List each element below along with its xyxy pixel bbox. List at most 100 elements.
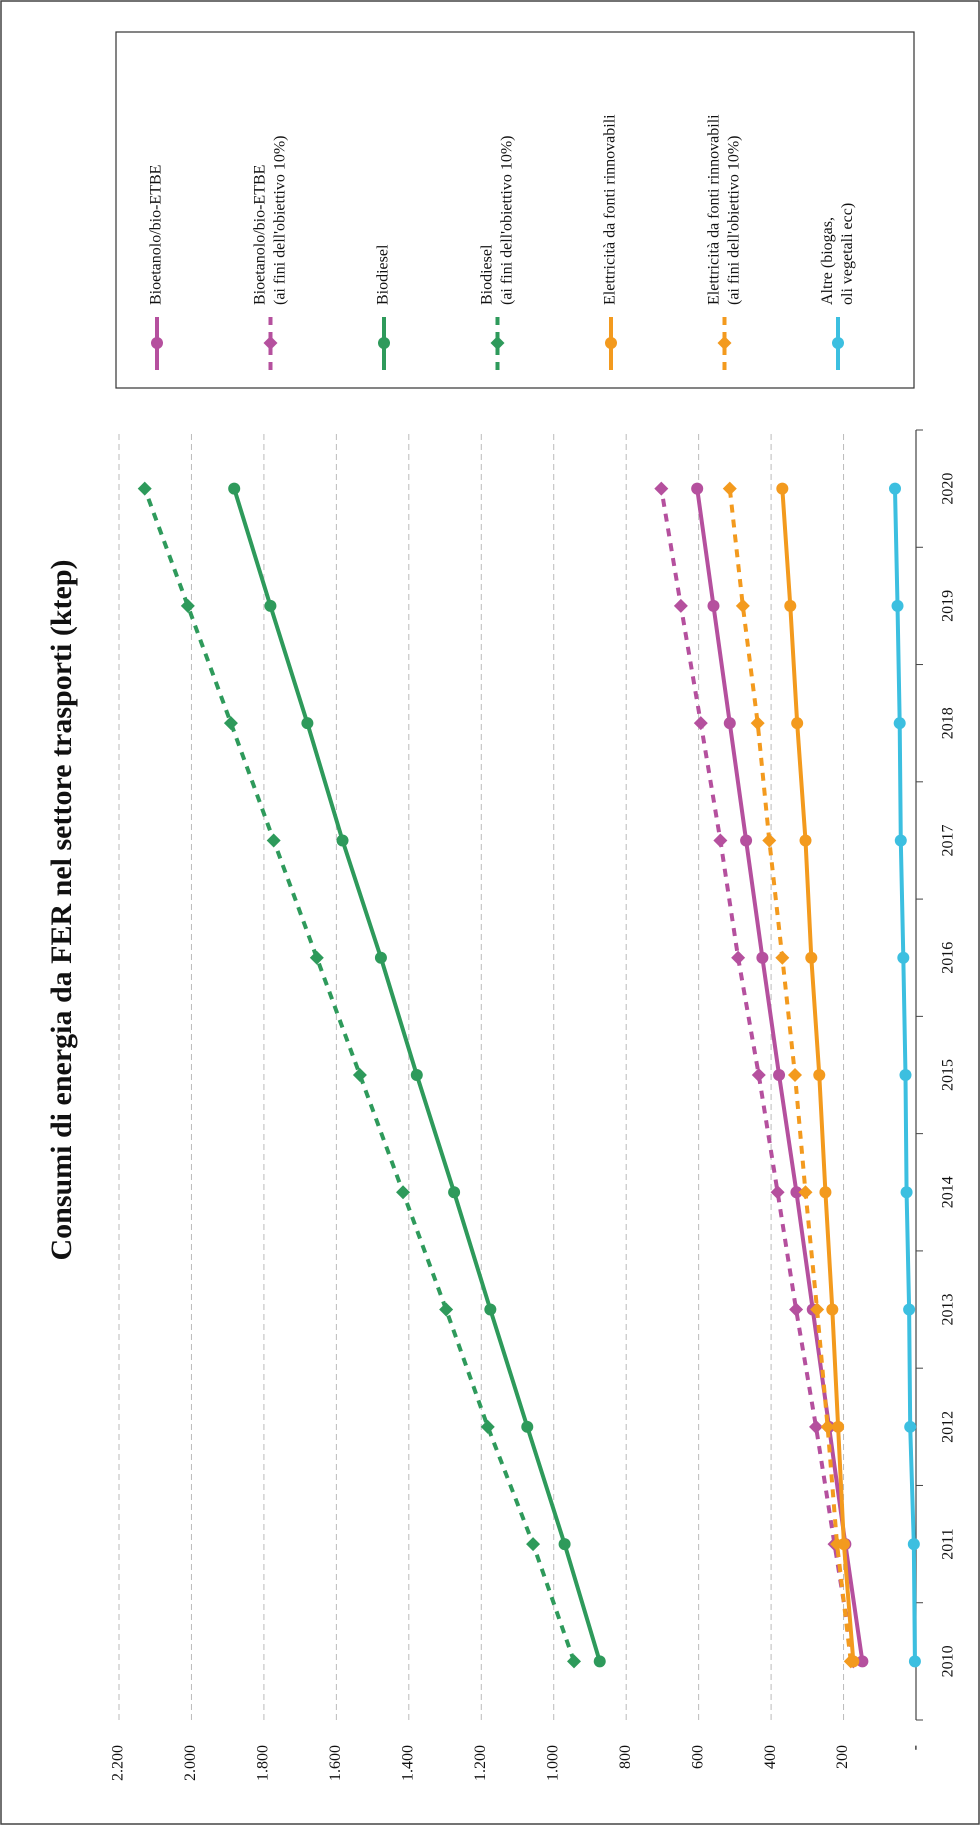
data-point [820,1419,835,1434]
data-point [832,1420,845,1433]
legend-marker [832,337,844,349]
legend-marker [263,336,278,350]
data-point [775,950,790,965]
data-point [903,1303,916,1316]
data-point [762,833,777,848]
data-point [137,481,152,496]
x-tick-label: 2016 [940,942,957,974]
x-tick-label: 2010 [940,1645,957,1677]
data-point [826,1303,839,1316]
y-tick-label: 1.000 [544,1745,561,1781]
data-point [789,1302,804,1317]
y-tick-label: 1.600 [327,1745,344,1781]
x-tick-label: 2018 [940,707,957,739]
data-point [899,1069,912,1081]
data-point [900,1186,913,1199]
x-tick-label: 2014 [940,1176,957,1208]
x-tick-label: 2013 [940,1294,957,1326]
data-point [558,1538,571,1551]
y-tick-label: 1.800 [255,1745,272,1781]
data-point [784,599,797,612]
data-point [770,1185,785,1200]
data-point [567,1654,582,1669]
data-point [776,482,789,495]
x-tick-label: 2017 [940,824,957,856]
legend-label: Bioetanolo/bio-ETBE [148,165,165,305]
data-point [819,1186,832,1199]
data-point [888,482,901,495]
legend-label: Biodiesel [375,244,392,305]
data-point [735,598,750,613]
data-point [396,1185,411,1200]
data-point [830,1537,845,1552]
data-point [891,599,904,612]
x-tick-label: 2015 [940,1059,957,1091]
x-tick-label: 2012 [940,1411,957,1443]
y-tick-label: 200 [834,1745,851,1769]
data-point [809,1419,824,1434]
data-point [773,1069,786,1081]
data-point [805,951,818,964]
series-line [142,487,576,1663]
data-point [798,1185,813,1200]
data-point [897,951,910,964]
data-point [908,1655,921,1668]
data-point [374,951,387,964]
legend-label: Elettricità da fonti rinnovabili (ai fini… [705,114,742,305]
data-point [439,1302,454,1317]
y-tick-label: 2.000 [182,1745,199,1781]
legend-box [115,31,915,389]
data-point [352,1068,367,1082]
data-point [788,1068,803,1082]
legend-marker [490,336,505,350]
data-point [722,481,737,496]
data-point [894,834,907,847]
data-point [691,482,704,495]
data-point [484,1303,497,1316]
y-tick-label: 600 [689,1745,706,1769]
data-point [309,950,324,965]
data-point [301,717,314,730]
legend-label: Bioetanolo/bio-ETBE (ai fini dell'obietti… [251,135,288,305]
y-tick-label: - [907,1745,924,1750]
data-point [410,1069,423,1081]
x-tick-label: 2011 [940,1528,957,1559]
legend-label: Altre (biogas, oli vegetali ecc) [819,203,856,305]
legend-label: Elettricità da fonti rinnovabili [602,114,619,305]
data-point [673,598,688,613]
data-point [228,482,241,495]
data-point [336,834,349,847]
data-point [707,599,720,612]
data-point [593,1655,606,1668]
y-tick-label: 1.200 [472,1745,489,1781]
data-point [893,717,906,730]
data-point [756,951,769,964]
data-point [856,1655,869,1668]
data-point [723,717,736,730]
data-point [266,833,281,848]
data-point [180,598,195,613]
series-line [659,488,856,1662]
data-point [480,1419,495,1434]
data-point [264,599,277,612]
data-point [813,1069,826,1081]
data-point [790,1186,803,1199]
data-point [654,481,669,496]
data-point [521,1420,534,1433]
y-tick-label: 400 [762,1745,779,1769]
data-point [904,1420,917,1433]
y-tick-label: 800 [617,1745,634,1769]
data-point [693,716,708,731]
data-point [713,833,728,848]
data-point [791,717,804,730]
data-point [750,716,765,731]
data-point [740,834,753,847]
legend-marker [378,337,390,349]
chart-title: Consumi di energia da FER nel settore tr… [45,559,78,1260]
data-point [448,1186,461,1199]
data-point [526,1537,541,1552]
legend-marker [605,337,617,349]
